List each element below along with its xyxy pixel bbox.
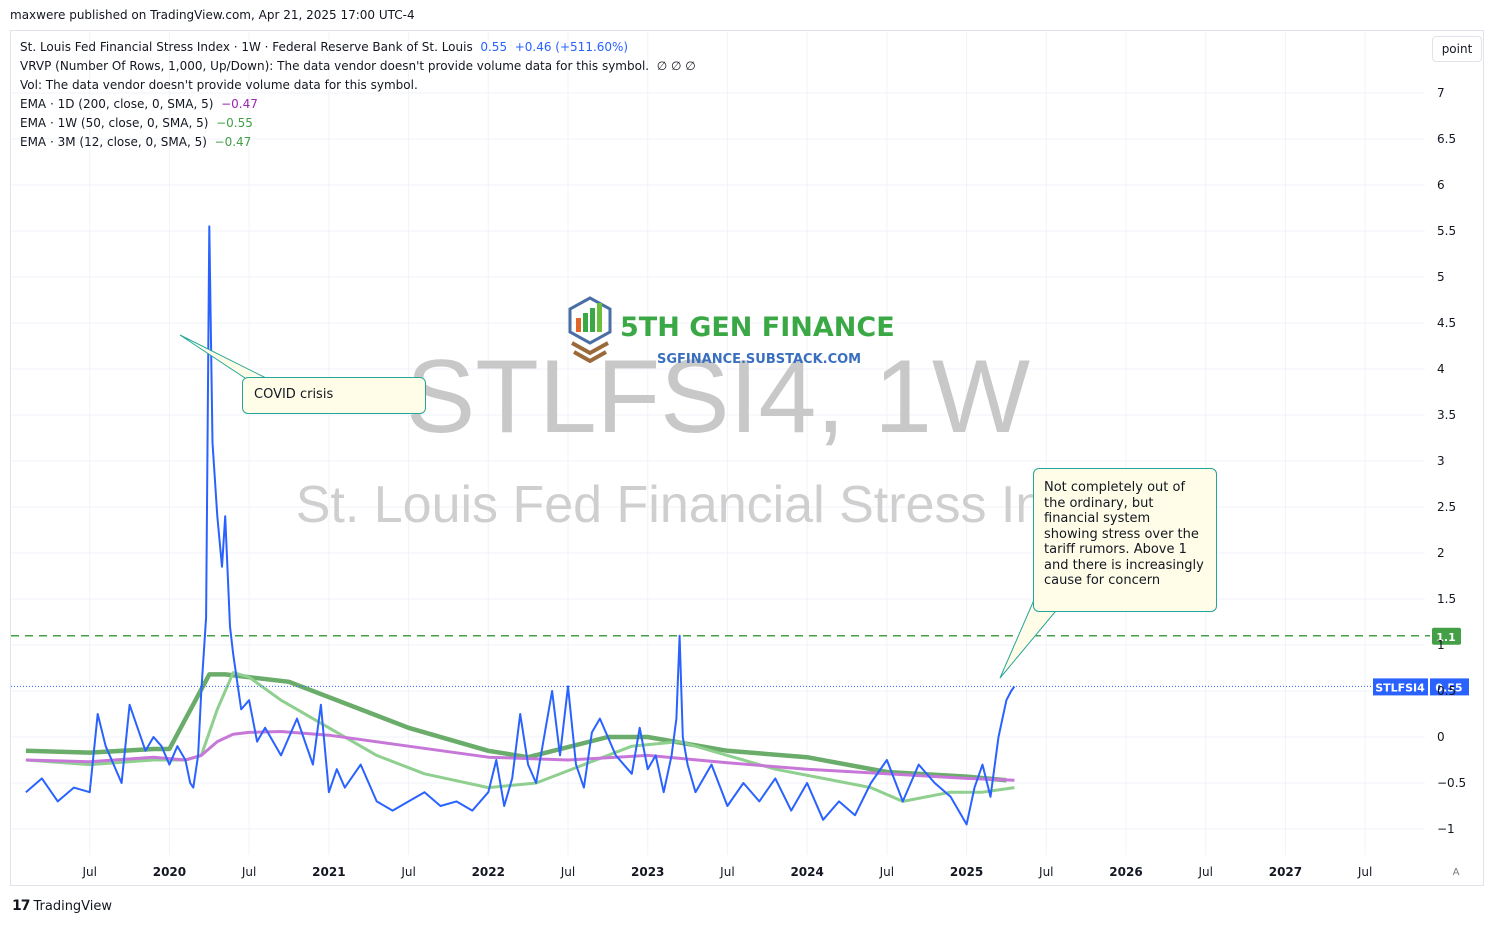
x-tick-label: 2024: [790, 865, 823, 879]
auto-scale-button[interactable]: A: [1452, 866, 1460, 878]
y-tick-label: −0.5: [1437, 776, 1466, 790]
x-tick-label: 2023: [631, 865, 664, 879]
y-tick-label: 1.5: [1437, 592, 1456, 606]
legend-main-name: St. Louis Fed Financial Stress Index · 1…: [20, 40, 473, 54]
x-tick-label: 2022: [472, 865, 505, 879]
x-tick-label: Jul: [1357, 865, 1372, 879]
legend-vol-text: Vol: The data vendor doesn't provide vol…: [20, 78, 418, 92]
x-tick-label: Jul: [719, 865, 734, 879]
x-tick-label: Jul: [560, 865, 575, 879]
x-tick-label: Jul: [81, 865, 96, 879]
legend-vol-row[interactable]: Vol: The data vendor doesn't provide vol…: [20, 76, 696, 95]
tariff-callout[interactable]: Not completely out of the ordinary, but …: [1033, 468, 1217, 612]
legend-vrvp-row[interactable]: VRVP (Number Of Rows, 1,000, Up/Down): T…: [20, 57, 696, 76]
legend-vrvp-values: ∅ ∅ ∅: [656, 59, 696, 73]
level-line-label: 1.1: [1436, 631, 1456, 644]
x-tick-label: Jul: [1197, 865, 1212, 879]
series-line-0[interactable]: [25, 225, 1016, 826]
legend-ema1-row[interactable]: EMA · 1D (200, close, 0, SMA, 5) −0.47: [20, 95, 696, 114]
y-tick-label: 4: [1437, 362, 1445, 376]
tariff-callout-text: Not completely out of the ordinary, but …: [1044, 480, 1204, 588]
legend-ema2-label: EMA · 1W (50, close, 0, SMA, 5): [20, 116, 209, 130]
x-tick-label: 2025: [950, 865, 983, 879]
y-tick-label: 2.5: [1437, 500, 1456, 514]
y-tick-label: 4.5: [1437, 316, 1456, 330]
covid-callout[interactable]: COVID crisis: [242, 377, 426, 414]
legend-ema3-value: −0.47: [214, 135, 252, 149]
legend-ema3-label: EMA · 3M (12, close, 0, SMA, 5): [20, 135, 207, 149]
horizontal-line-layer: 1.1 STLFSI4 0.55: [11, 627, 1469, 696]
chart-frame: [10, 30, 1484, 886]
legend-ema2-row[interactable]: EMA · 1W (50, close, 0, SMA, 5) −0.55: [20, 114, 696, 133]
x-tick-label: Jul: [879, 865, 894, 879]
level-line-badge: [1432, 627, 1461, 645]
symbol-badge: [1373, 678, 1428, 696]
value-badge: [1430, 678, 1469, 696]
covid-callout-text: COVID crisis: [254, 387, 334, 402]
y-tick-label: 7: [1437, 86, 1445, 100]
x-tick-label: 2026: [1109, 865, 1142, 879]
y-tick-label: 0.5: [1437, 684, 1456, 698]
x-tick-label: 2027: [1269, 865, 1302, 879]
logo-subtitle: SGFINANCE.SUBSTACK.COM: [657, 352, 861, 367]
symbol-badge-label: STLFSI4: [1375, 681, 1425, 694]
x-tick-label: Jul: [241, 865, 256, 879]
y-tick-label: 5.5: [1437, 224, 1456, 238]
logo-title: 5TH GEN FINANCE: [620, 312, 895, 343]
series-layer: [25, 225, 1016, 826]
x-tick-label: Jul: [400, 865, 415, 879]
x-axis: Jul 2020 Jul 2021 Jul 2022 Jul 2023 Jul 2024 Jul 20…: [81, 865, 1372, 879]
y-tick-label: −1: [1437, 822, 1455, 836]
series-line-3[interactable]: [25, 672, 1007, 783]
x-tick-label: 2020: [153, 865, 186, 879]
legend-ema1-value: −0.47: [221, 97, 258, 111]
scale-mode-button[interactable]: point: [1432, 36, 1482, 62]
y-tick-label: 3: [1437, 454, 1445, 468]
brand-logo: 5TH GEN FINANCE SGFINANCE.SUBSTACK.COM: [568, 296, 895, 367]
y-tick-label: 6: [1437, 178, 1445, 192]
y-tick-label: 5: [1437, 270, 1445, 284]
x-tick-label: 2021: [312, 865, 345, 879]
chart-legend: St. Louis Fed Financial Stress Index · 1…: [20, 38, 696, 152]
y-tick-label: 2: [1437, 546, 1445, 560]
legend-ema3-row[interactable]: EMA · 3M (12, close, 0, SMA, 5) −0.47: [20, 133, 696, 152]
published-caption: maxwere published on TradingView.com, Ap…: [10, 8, 415, 22]
symbol-watermark: STLFSI4, 1W St. Louis Fed Financial Stre…: [296, 339, 1045, 534]
y-tick-label: 0: [1437, 730, 1445, 744]
value-badge-label: 0.55: [1435, 681, 1462, 694]
y-tick-label: 1: [1437, 638, 1445, 652]
tradingview-footer[interactable]: 17 TradingView: [12, 898, 112, 914]
legend-main-change: +0.46 (+511.60%): [514, 40, 629, 54]
legend-ema1-label: EMA · 1D (200, close, 0, SMA, 5): [20, 97, 214, 111]
watermark-symbol: STLFSI4, 1W: [406, 339, 1030, 455]
legend-main-value: 0.55: [480, 40, 508, 54]
x-tick-label: Jul: [1038, 865, 1053, 879]
legend-vrvp-text: VRVP (Number Of Rows, 1,000, Up/Down): T…: [20, 59, 650, 73]
y-axis: 7 6.5 6 5.5 5 4.5 4 3.5 3 2.5 2 1.5 1 0.5 0 −0.5 −1: [1437, 86, 1466, 836]
y-tick-label: 3.5: [1437, 408, 1456, 422]
logo-emblem-icon: [568, 296, 612, 364]
legend-main-row[interactable]: St. Louis Fed Financial Stress Index · 1…: [20, 38, 696, 57]
y-tick-label: 6.5: [1437, 132, 1456, 146]
covid-callout-pointer: [179, 334, 271, 381]
tradingview-logo-icon: 17: [12, 898, 31, 914]
watermark-description: St. Louis Fed Financial Stress In: [296, 476, 1045, 534]
legend-ema2-value: −0.55: [216, 116, 253, 130]
tradingview-brand: TradingView: [33, 898, 113, 914]
